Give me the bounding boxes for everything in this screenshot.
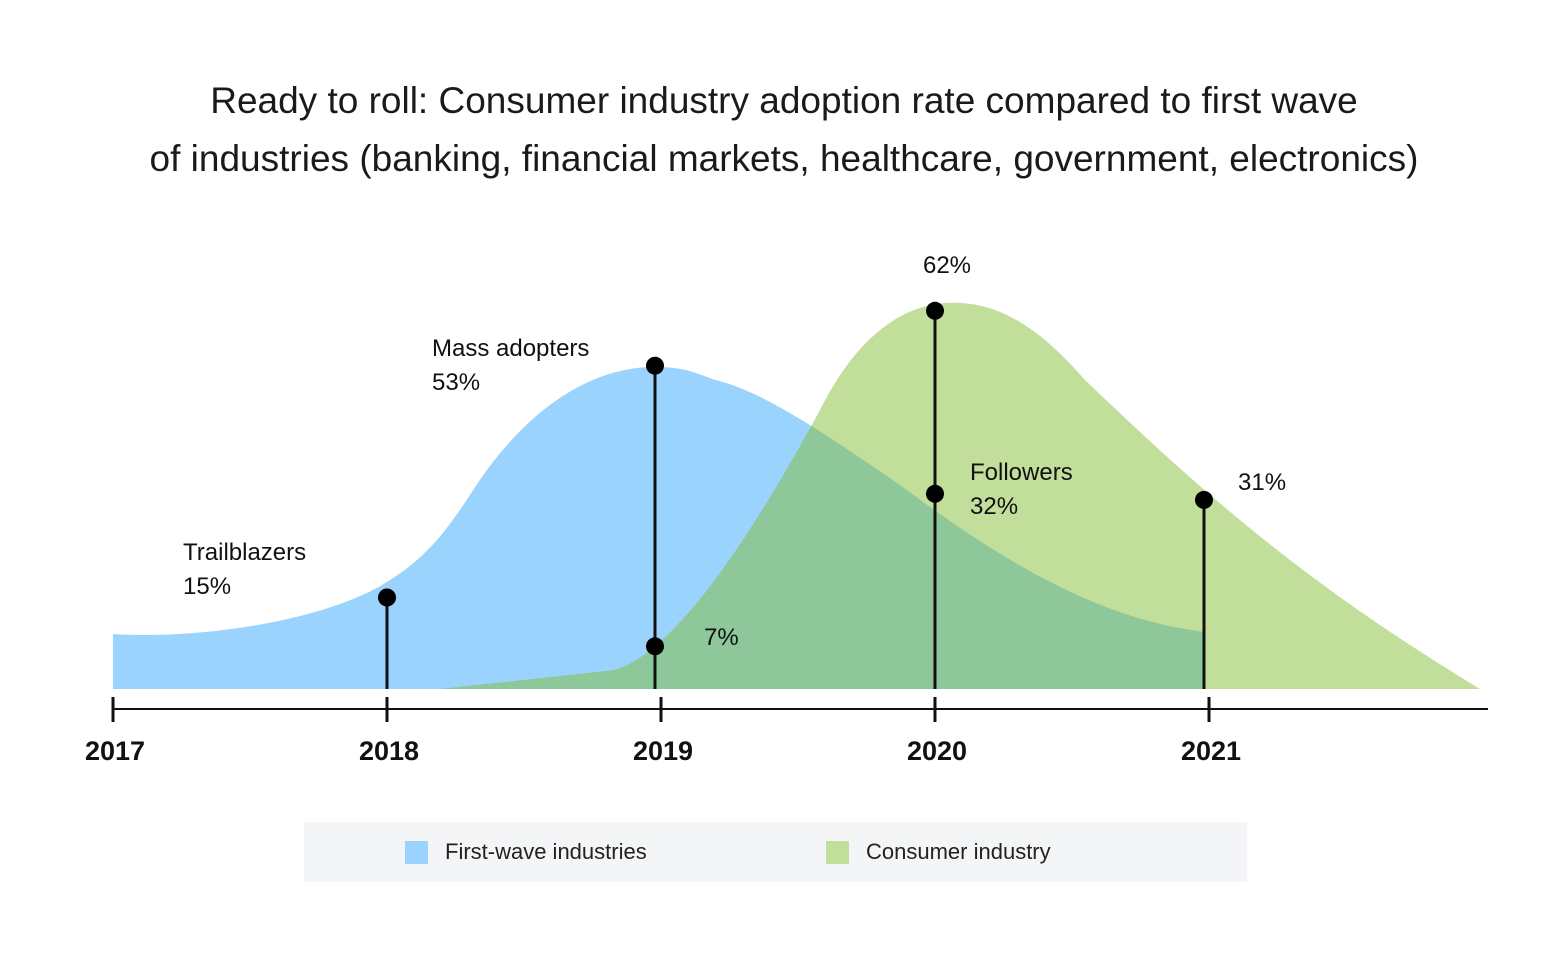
marker-dot (1195, 490, 1213, 509)
legend-item-first-wave: First-wave industries (405, 822, 647, 882)
x-tick-label: 2020 (907, 736, 967, 766)
marker-value-label: 53% (432, 369, 480, 396)
legend-label: Consumer industry (866, 839, 1051, 864)
legend: First-wave industries Consumer industry (304, 822, 1247, 882)
x-tick-label: 2019 (633, 736, 693, 766)
x-tick-label: 2018 (359, 736, 419, 766)
marker-dot (646, 356, 664, 375)
chart-title: Ready to roll: Consumer industry adoptio… (0, 72, 1568, 188)
legend-label: First-wave industries (445, 839, 647, 864)
legend-item-consumer: Consumer industry (826, 822, 1051, 882)
x-tick-label: 2021 (1181, 736, 1241, 766)
marker-value-label: 31% (1238, 469, 1286, 496)
legend-swatch-first-wave (405, 840, 428, 864)
marker-dot (646, 637, 664, 656)
marker-value-label: 32% (970, 493, 1018, 520)
chart-title-line-1: Ready to roll: Consumer industry adoptio… (210, 80, 1358, 121)
marker-label: Trailblazers (183, 539, 306, 566)
marker-value-label: 7% (704, 624, 739, 651)
marker-dot (926, 484, 944, 503)
marker-dot (926, 301, 944, 320)
consumer-area (440, 302, 1480, 689)
marker-label: Mass adopters (432, 335, 589, 362)
legend-swatch-consumer (826, 840, 849, 864)
marker-dot (378, 588, 396, 607)
marker-label: Followers (970, 459, 1073, 486)
chart-title-line-2: of industries (banking, financial market… (149, 138, 1419, 179)
marker-value-label: 62% (923, 252, 971, 279)
marker-value-label: 15% (183, 573, 231, 600)
x-tick-label: 2017 (85, 736, 145, 766)
